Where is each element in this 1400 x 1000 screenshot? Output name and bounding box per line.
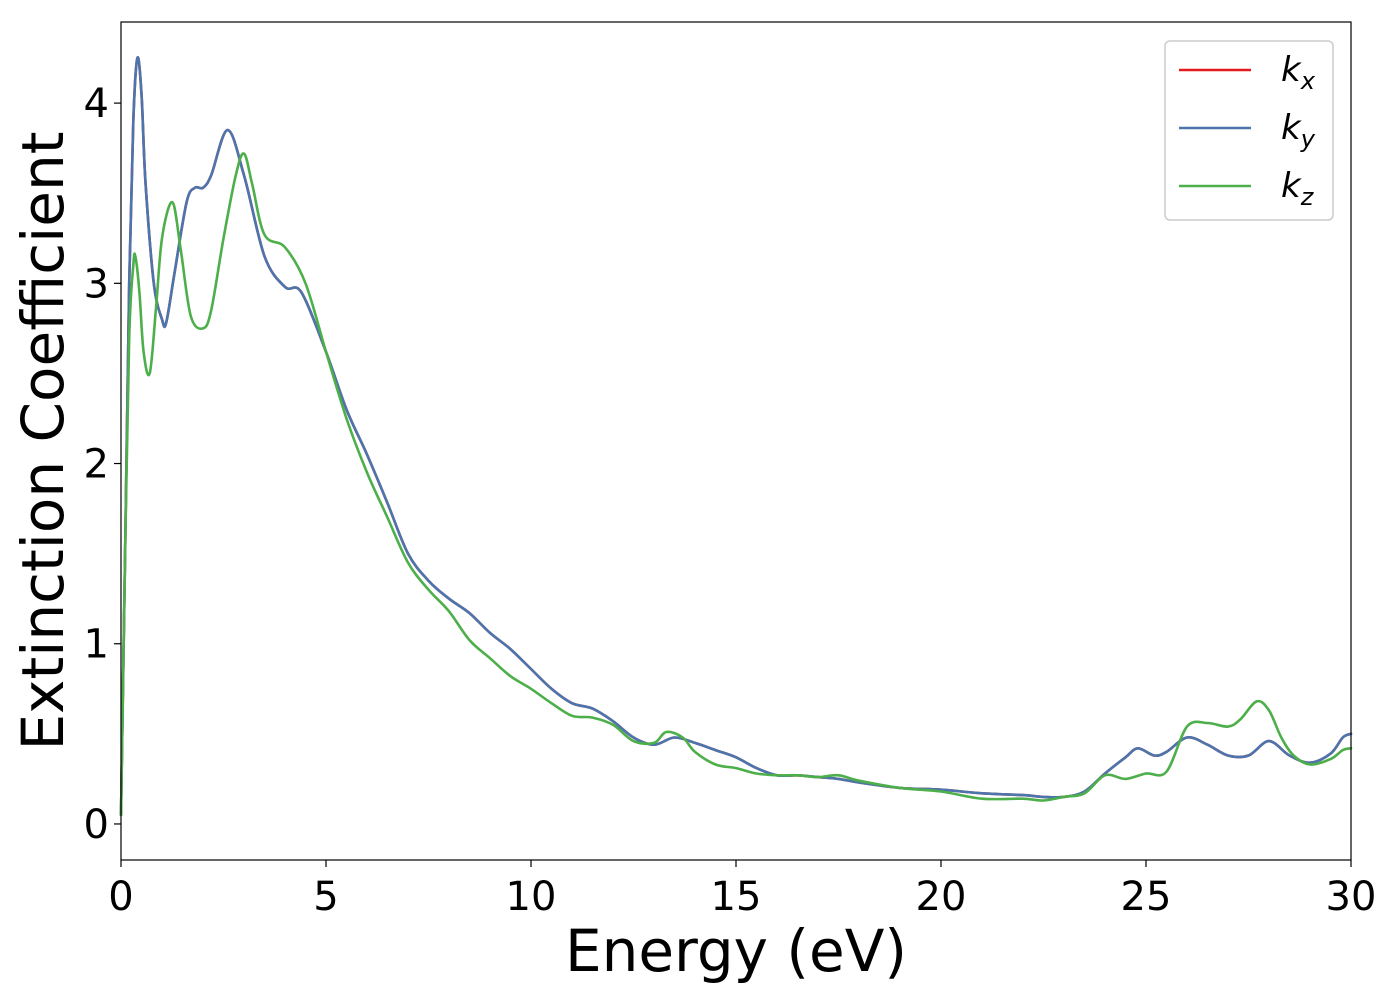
y-tick-label: 1 xyxy=(84,622,109,668)
y-tick-label: 2 xyxy=(84,442,109,488)
x-tick-label: 15 xyxy=(711,874,762,920)
x-tick-label: 30 xyxy=(1326,874,1377,920)
x-axis-label: Energy (eV) xyxy=(565,917,907,985)
y-tick-label: 4 xyxy=(84,81,109,127)
legend-label-x: kx xyxy=(1281,50,1316,95)
x-tick-label: 10 xyxy=(506,874,557,920)
series-line-z xyxy=(119,152,1353,817)
x-tick-label: 5 xyxy=(313,874,338,920)
y-tick-label: 0 xyxy=(84,802,109,848)
legend-label-y: ky xyxy=(1281,108,1316,153)
x-axis: 0 5 10 15 20 25 30 xyxy=(108,860,1376,920)
series-line-y xyxy=(119,56,1353,817)
legend-label-z: kz xyxy=(1281,166,1315,211)
y-axis: 0 1 2 3 4 xyxy=(84,81,121,848)
x-tick-label: 25 xyxy=(1121,874,1172,920)
y-axis-label: Extinction Coefficient xyxy=(9,132,77,751)
legend-box xyxy=(1164,40,1334,221)
series-layer xyxy=(119,56,1353,817)
x-tick-label: 0 xyxy=(108,874,133,920)
plot-background xyxy=(121,22,1351,860)
x-tick-label: 20 xyxy=(916,874,967,920)
legend: kx ky kz xyxy=(1164,40,1334,221)
y-tick-label: 3 xyxy=(84,261,109,307)
